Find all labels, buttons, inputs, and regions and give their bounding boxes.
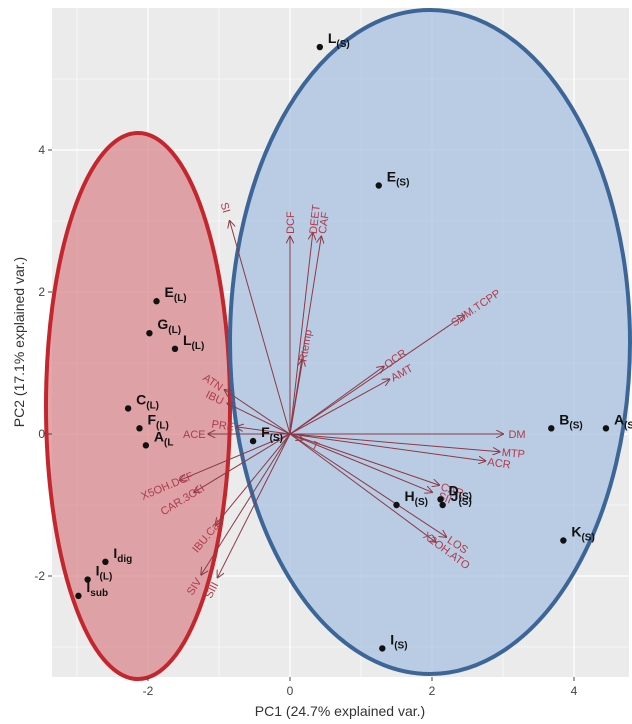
loading-label: DCF [285, 211, 297, 234]
sample-point [171, 345, 179, 352]
loading-label: T [310, 439, 321, 453]
loading-arrow [215, 433, 291, 525]
sample-point [602, 425, 610, 432]
loading-arrow [237, 427, 291, 435]
sample-point [249, 437, 257, 445]
axis-ticks: -2 0 2 4 -2 0 2 4 [34, 143, 577, 698]
y-tick-label: 2 [38, 285, 45, 299]
loading-arrow [230, 221, 291, 435]
sample-point [75, 592, 82, 600]
sample-point [124, 405, 132, 412]
sample-point [560, 537, 567, 544]
loading-arrow [289, 433, 499, 452]
sample-point [146, 329, 153, 337]
loading-label: Rtemp [297, 329, 314, 363]
ellipse-group-S [228, 8, 632, 676]
sample-point [393, 501, 400, 509]
loading-arrow [289, 433, 436, 542]
loading-label: ACR [487, 456, 512, 471]
loading-arrow [289, 434, 303, 440]
sample-point [437, 496, 444, 503]
sample-point [153, 298, 160, 305]
loading-label: ACE [183, 429, 206, 441]
y-axis-title: PC2 (17.1% explained var.) [11, 257, 27, 427]
x-tick-label: 4 [571, 684, 578, 698]
loading-arrow [228, 403, 291, 435]
x-axis-title: PC1 (24.7% explained var.) [255, 703, 425, 719]
loading-arrow [218, 433, 291, 577]
loading-label: CAF [317, 211, 332, 235]
loading-label: PRE [211, 419, 235, 434]
x-tick-label: -2 [143, 684, 154, 698]
loading-arrow [289, 379, 389, 435]
y-tick-label: -2 [34, 569, 45, 583]
x-tick-label: 2 [429, 684, 436, 698]
loading-label: DM [508, 429, 525, 441]
y-tick-label: 4 [38, 143, 45, 157]
loading-arrow [289, 433, 446, 537]
loading-arrow [289, 315, 464, 435]
loading-arrow [289, 433, 439, 485]
loading-arrow [289, 233, 313, 435]
loading-arrow [201, 433, 291, 575]
loading-arrow [180, 433, 291, 480]
loading-label: MTP [501, 447, 525, 461]
sample-point [548, 425, 555, 432]
sample-point [379, 645, 386, 652]
sample-point [136, 425, 143, 432]
sample-point [375, 182, 382, 189]
loading-arrow [289, 433, 432, 492]
loading-label: SI [218, 201, 232, 214]
sample-point [316, 43, 324, 51]
sample-point [84, 576, 91, 583]
loading-arrow [289, 433, 485, 461]
x-tick-label: 0 [287, 684, 294, 698]
loading-arrow [289, 367, 384, 435]
sample-point [439, 501, 446, 509]
loading-label: DEET [308, 204, 323, 235]
y-tick-label: 0 [38, 427, 45, 441]
sample-point [142, 442, 150, 449]
loading-arrow [225, 390, 291, 435]
loading-arrow [194, 433, 291, 492]
sample-point [102, 558, 109, 565]
group-ellipses [44, 8, 632, 681]
loading-arrow [289, 359, 303, 435]
